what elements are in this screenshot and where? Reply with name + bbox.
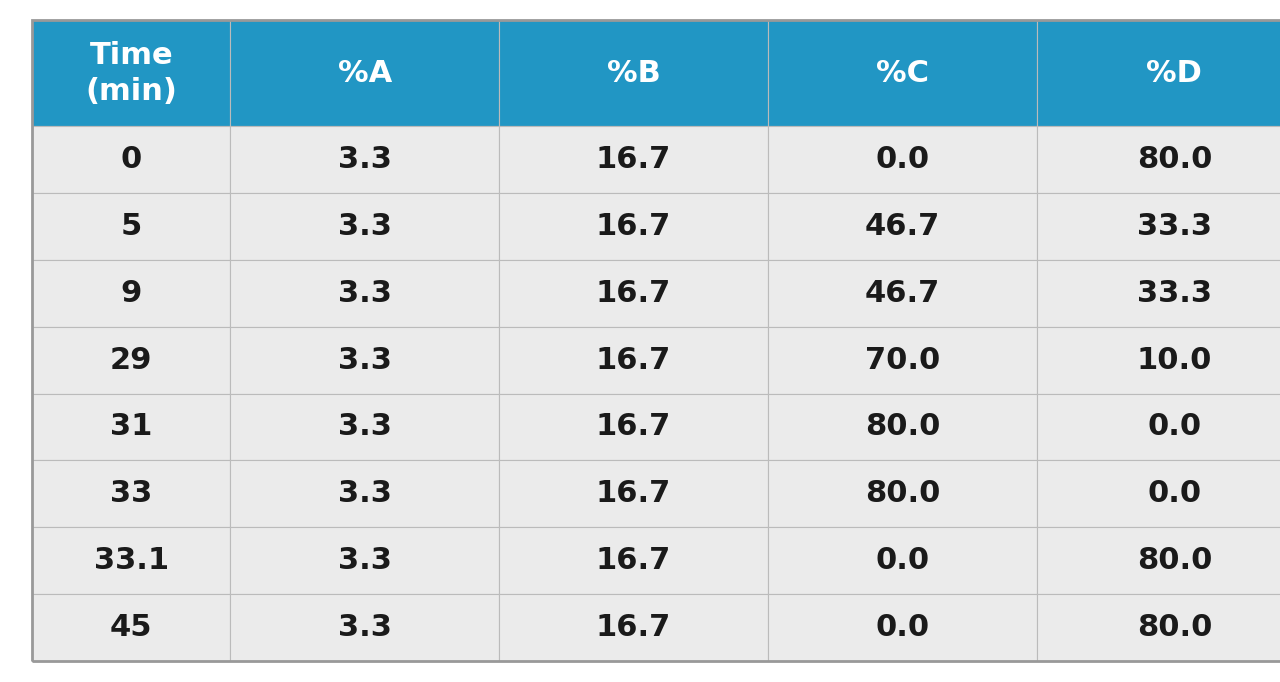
- Bar: [1037, 327, 1280, 394]
- Bar: [230, 20, 499, 126]
- Bar: [1037, 20, 1280, 126]
- Text: 16.7: 16.7: [596, 479, 671, 508]
- Bar: [499, 527, 768, 594]
- Text: 0.0: 0.0: [876, 145, 929, 174]
- Bar: [32, 394, 230, 460]
- Text: 3.3: 3.3: [338, 613, 392, 642]
- Text: 3.3: 3.3: [338, 413, 392, 441]
- Bar: [768, 260, 1037, 327]
- Bar: [32, 460, 230, 527]
- Bar: [499, 126, 768, 193]
- Text: 16.7: 16.7: [596, 145, 671, 174]
- Text: 33.1: 33.1: [93, 546, 169, 575]
- Text: 16.7: 16.7: [596, 212, 671, 241]
- Bar: [768, 594, 1037, 661]
- Text: 16.7: 16.7: [596, 279, 671, 308]
- Text: %B: %B: [607, 59, 660, 88]
- Text: 3.3: 3.3: [338, 346, 392, 374]
- Text: 3.3: 3.3: [338, 145, 392, 174]
- Bar: [768, 527, 1037, 594]
- Bar: [768, 126, 1037, 193]
- Text: 80.0: 80.0: [1137, 613, 1212, 642]
- Bar: [768, 20, 1037, 126]
- Text: 16.7: 16.7: [596, 613, 671, 642]
- Text: 33: 33: [110, 479, 152, 508]
- Text: %D: %D: [1147, 59, 1202, 88]
- Text: 3.3: 3.3: [338, 546, 392, 575]
- Text: %C: %C: [876, 59, 929, 88]
- Bar: [499, 327, 768, 394]
- Text: 70.0: 70.0: [865, 346, 940, 374]
- Bar: [1037, 126, 1280, 193]
- Bar: [32, 260, 230, 327]
- Text: 16.7: 16.7: [596, 413, 671, 441]
- Bar: [499, 594, 768, 661]
- Text: 46.7: 46.7: [865, 279, 940, 308]
- Text: 45: 45: [110, 613, 152, 642]
- Bar: [32, 126, 230, 193]
- Text: 80.0: 80.0: [1137, 546, 1212, 575]
- Text: 31: 31: [110, 413, 152, 441]
- Text: 33.3: 33.3: [1137, 279, 1212, 308]
- Bar: [768, 327, 1037, 394]
- Bar: [32, 20, 230, 126]
- Text: 0.0: 0.0: [1147, 479, 1202, 508]
- Text: %A: %A: [338, 59, 392, 88]
- Text: Time
(min): Time (min): [86, 41, 177, 106]
- Text: 3.3: 3.3: [338, 212, 392, 241]
- Bar: [230, 594, 499, 661]
- Text: 33.3: 33.3: [1137, 212, 1212, 241]
- Bar: [1037, 394, 1280, 460]
- Text: 80.0: 80.0: [865, 413, 940, 441]
- Text: 9: 9: [120, 279, 142, 308]
- Text: 80.0: 80.0: [1137, 145, 1212, 174]
- Bar: [499, 260, 768, 327]
- Text: 46.7: 46.7: [865, 212, 940, 241]
- Bar: [1037, 594, 1280, 661]
- Bar: [768, 394, 1037, 460]
- Bar: [499, 20, 768, 126]
- Bar: [32, 594, 230, 661]
- Bar: [230, 193, 499, 260]
- Text: 5: 5: [120, 212, 142, 241]
- Bar: [230, 126, 499, 193]
- Bar: [230, 394, 499, 460]
- Text: 16.7: 16.7: [596, 546, 671, 575]
- Text: 0: 0: [120, 145, 142, 174]
- Text: 0.0: 0.0: [876, 613, 929, 642]
- Bar: [1037, 460, 1280, 527]
- Bar: [32, 527, 230, 594]
- Text: 29: 29: [110, 346, 152, 374]
- Text: 3.3: 3.3: [338, 479, 392, 508]
- Text: 10.0: 10.0: [1137, 346, 1212, 374]
- Bar: [1037, 527, 1280, 594]
- Bar: [768, 193, 1037, 260]
- Bar: [1037, 260, 1280, 327]
- Bar: [230, 260, 499, 327]
- Text: 0.0: 0.0: [1147, 413, 1202, 441]
- Bar: [230, 327, 499, 394]
- Bar: [32, 327, 230, 394]
- Text: 0.0: 0.0: [876, 546, 929, 575]
- Text: 3.3: 3.3: [338, 279, 392, 308]
- Text: 80.0: 80.0: [865, 479, 940, 508]
- Bar: [499, 460, 768, 527]
- Bar: [230, 527, 499, 594]
- Text: 16.7: 16.7: [596, 346, 671, 374]
- Bar: [32, 193, 230, 260]
- Bar: [499, 193, 768, 260]
- Bar: [768, 460, 1037, 527]
- Bar: [230, 460, 499, 527]
- Bar: [1037, 193, 1280, 260]
- Bar: [499, 394, 768, 460]
